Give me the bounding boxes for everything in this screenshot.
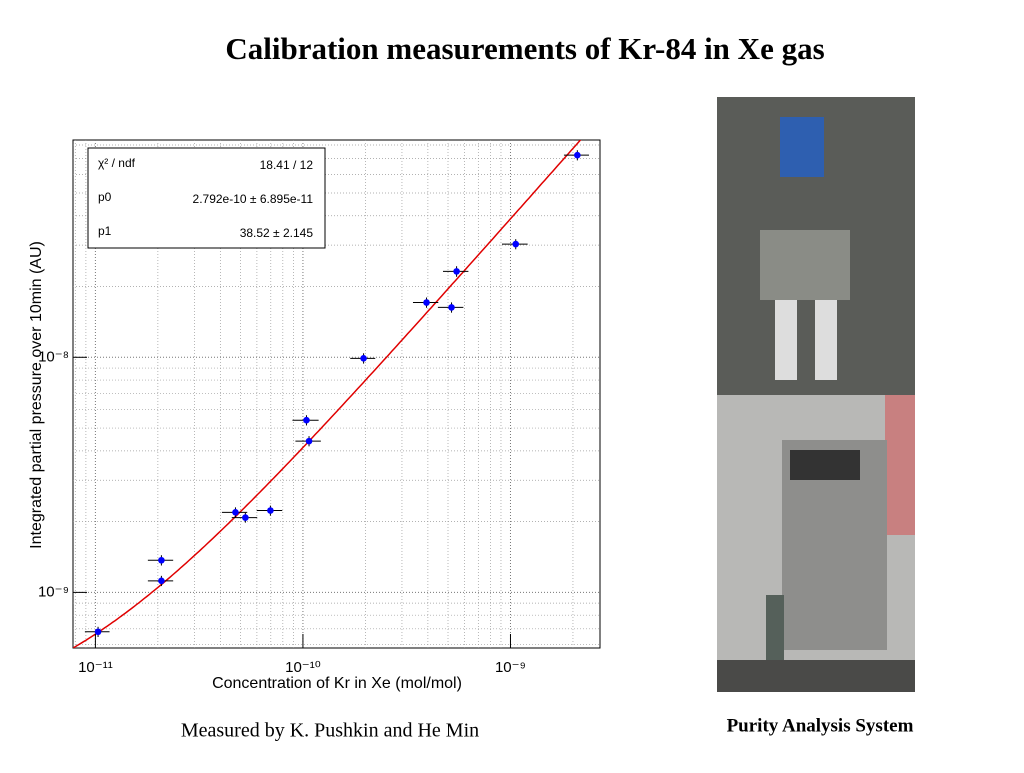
y-axis-title: Integrated partial pressure over 10min (…	[28, 241, 45, 549]
photo-detail	[790, 450, 860, 480]
point	[423, 299, 430, 306]
x-tick-label: 10⁻¹¹	[78, 659, 113, 676]
photo-caption: Purity Analysis System	[727, 715, 914, 736]
x-tick-label: 10⁻¹⁰	[285, 659, 321, 676]
point	[303, 416, 310, 424]
point	[453, 268, 460, 275]
stats-value: 18.41 / 12	[260, 158, 314, 172]
point	[232, 509, 239, 516]
photos	[717, 97, 915, 692]
point	[158, 556, 165, 564]
photo-detail	[885, 395, 915, 535]
fit-curve	[73, 140, 582, 648]
photo-detail	[717, 660, 915, 692]
x-axis-title: Concentration of Kr in Xe (mol/mol)	[212, 675, 462, 692]
point	[512, 240, 520, 248]
point	[94, 628, 102, 636]
photo-detail	[775, 300, 797, 380]
stats-name: p1	[98, 224, 112, 238]
slide-title: Calibration measurements of Kr-84 in Xe …	[225, 31, 824, 66]
point	[305, 437, 313, 445]
stats-value: 2.792e-10 ± 6.895e-11	[193, 192, 314, 206]
point	[448, 304, 455, 311]
caption: Measured by K. Pushkin and He Min	[181, 720, 479, 742]
stats-name: p0	[98, 190, 112, 204]
photo-detail	[815, 300, 837, 380]
point	[574, 151, 581, 159]
stats-value: 38.52 ± 2.145	[240, 226, 314, 240]
point	[360, 355, 367, 362]
stats-box	[87, 147, 326, 249]
y-tick-label: 10⁻⁸	[38, 348, 69, 365]
point	[242, 514, 249, 521]
y-tick-label: 10⁻⁹	[38, 583, 69, 600]
point	[158, 577, 165, 585]
stats-name: χ² / ndf	[98, 156, 136, 170]
photo-detail	[780, 117, 824, 177]
photo-detail	[766, 595, 784, 677]
x-tick-label: 10⁻⁹	[495, 659, 526, 676]
photo-detail	[760, 230, 850, 300]
point	[267, 507, 274, 514]
